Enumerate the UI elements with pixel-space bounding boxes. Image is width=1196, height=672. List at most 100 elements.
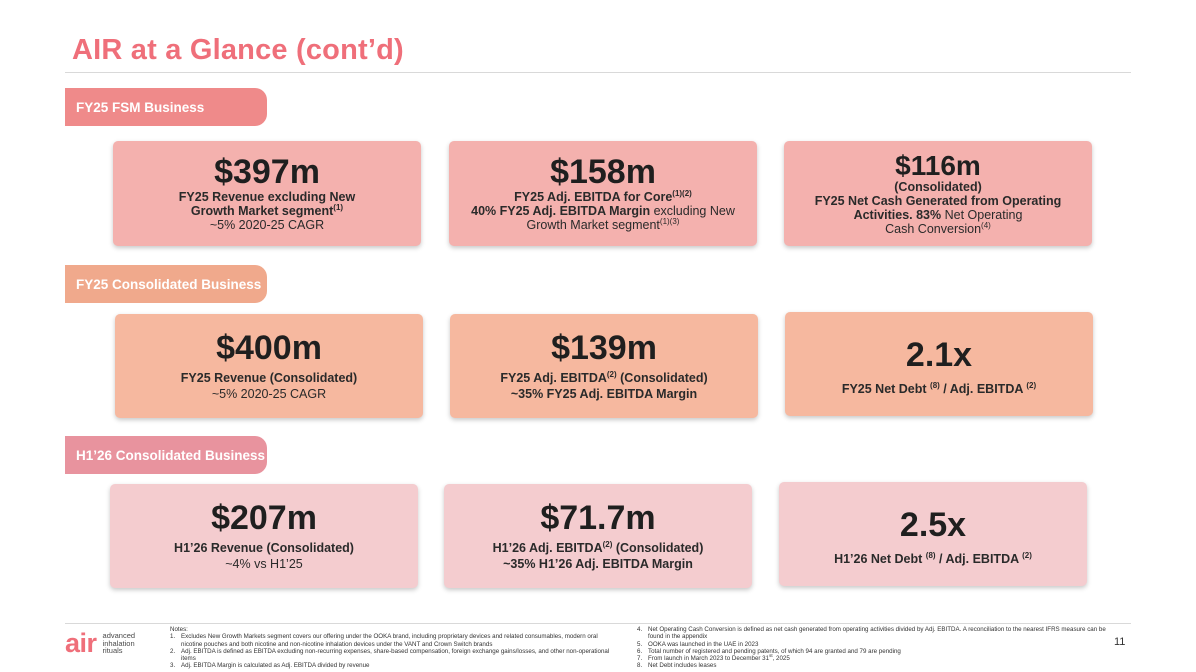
kpi-detail: ~5% 2020-25 CAGR — [211, 386, 327, 401]
kpi-card-fsm-cash: $116m (Consolidated) FY25 Net Cash Gener… — [784, 141, 1092, 246]
kpi-card-h1-ebitda: $71.7m H1’26 Adj. EBITDA(2) (Consolidate… — [444, 484, 752, 588]
kpi-label-text: / Adj. EBITDA — [935, 551, 1023, 566]
kpi-detail-bold: 40% FY25 Adj. EBITDA Margin — [471, 204, 651, 219]
kpi-label-text: FY25 Adj. EBITDA — [500, 370, 607, 385]
footnote-ref: (8) — [925, 550, 936, 560]
footnote: 3. Adj. EBITDA Margin is calculated as Ad… — [170, 662, 620, 669]
footnote-text: Excludes New Growth Markets segment cove… — [181, 633, 598, 648]
footnote-number: 7. — [637, 655, 643, 662]
footnote-number: 8. — [637, 662, 643, 670]
company-logo: air advanced inhalation rituals — [65, 630, 135, 657]
kpi-label-text: FY25 Net Debt — [841, 381, 931, 396]
kpi-label-text: Growth Market segment — [190, 204, 334, 219]
kpi-card-h1-revenue: $207m H1’26 Revenue (Consolidated) ~4% v… — [110, 484, 418, 588]
kpi-detail-line: 40% FY25 Adj. EBITDA Margin excluding Ne… — [471, 204, 735, 218]
footnote-number: 2. — [170, 647, 176, 655]
kpi-value: $139m — [551, 329, 657, 368]
kpi-label: FY25 Revenue excluding New Growth Market… — [179, 190, 355, 218]
kpi-value: $116m — [895, 149, 981, 181]
footnote: 2. Adj. EBITDA is defined as EBITDA exclu… — [170, 648, 620, 663]
kpi-label-line: Growth Market segment(1) — [179, 203, 355, 219]
kpi-card-fsm-ebitda: $158m FY25 Adj. EBITDA for Core(1)(2) 40… — [449, 141, 757, 246]
footnote-ref: (1)(3) — [659, 217, 680, 227]
kpi-detail: ~35% H1’26 Adj. EBITDA Margin — [503, 556, 693, 571]
kpi-detail: Activities. 83% Net Operating Cash Conve… — [854, 208, 1023, 236]
footnotes-left: Notes: 1. Excludes New Growth Markets seg… — [170, 626, 620, 670]
footnote-ref: (8) — [930, 380, 940, 390]
kpi-card-fsm-revenue: $397m FY25 Revenue excluding New Growth … — [113, 141, 421, 246]
footnote-text: OOKA was launched in the UAE in 2023 — [648, 640, 759, 648]
kpi-label: H1’26 Revenue (Consolidated) — [174, 540, 354, 555]
kpi-label-text: H1’26 Net Debt — [834, 551, 926, 566]
footnote-ref: (1)(2) — [672, 189, 692, 199]
section-tab-consolidated: FY25 Consolidated Business — [65, 265, 267, 303]
footnote: 6. Total number of registered and pending… — [637, 648, 1107, 655]
kpi-label-text: (Consolidated) — [616, 370, 708, 385]
kpi-detail-line: Cash Conversion(4) — [854, 221, 1023, 237]
kpi-label-text: H1’26 Adj. EBITDA — [492, 540, 603, 555]
kpi-label-text: (Consolidated) — [612, 540, 704, 555]
footnote-number: 5. — [637, 640, 643, 648]
kpi-label-line: (Consolidated) — [894, 180, 982, 195]
logo-wordmark: advanced inhalation rituals — [102, 630, 136, 656]
kpi-detail-text: excluding New — [650, 204, 735, 219]
kpi-value: 2.5x — [899, 506, 967, 545]
kpi-detail-line: Activities. 83% Net Operating — [854, 208, 1023, 222]
page-number: 11 — [1114, 636, 1126, 648]
kpi-value: $397m — [214, 152, 320, 191]
footnote-ref: (1) — [333, 203, 344, 213]
footnote-text: Adj. EBITDA is defined as EBITDA excludi… — [181, 647, 610, 662]
notes-heading: Notes: — [170, 626, 188, 633]
kpi-label: FY25 Adj. EBITDA for Core(1)(2) — [514, 189, 692, 205]
logo-mark: air — [65, 628, 97, 658]
kpi-detail-text: Growth Market segment — [526, 218, 660, 233]
kpi-detail: ~35% FY25 Adj. EBITDA Margin — [510, 386, 698, 401]
footnote-number: 4. — [637, 626, 643, 633]
footnote-text: Adj. EBITDA Margin is calculated as Adj.… — [181, 662, 370, 670]
footnote-ref: (2) — [1022, 550, 1032, 560]
kpi-label-line: FY25 Adj. EBITDA for Core(1)(2) — [514, 189, 692, 205]
footnote-number: 1. — [170, 633, 176, 641]
kpi-label-text: / Adj. EBITDA — [939, 381, 1027, 396]
footnote-text-part: From launch in March 2023 to December 31 — [648, 655, 770, 662]
footnote: 1. Excludes New Growth Markets segment co… — [170, 633, 620, 648]
logo-word: advanced — [102, 630, 136, 640]
ordinal-suffix: st — [769, 652, 773, 658]
footnote-text: Net Operating Cash Conversion is defined… — [648, 626, 1106, 641]
kpi-value: $158m — [550, 152, 656, 191]
kpi-card-consolidated-leverage: 2.1x FY25 Net Debt (8) / Adj. EBITDA (2) — [785, 312, 1093, 416]
kpi-label: H1’26 Net Debt (8) / Adj. EBITDA (2) — [834, 550, 1032, 566]
logo-word: rituals — [102, 646, 123, 656]
footnote-text: From launch in March 2023 to December 31… — [648, 652, 1107, 662]
kpi-detail-line: Growth Market segment(1)(3) — [471, 217, 735, 233]
kpi-label: (Consolidated) FY25 Net Cash Generated f… — [815, 180, 1062, 208]
kpi-detail-text: Cash Conversion — [885, 222, 982, 237]
footnote-ref: (4) — [981, 221, 991, 231]
footnote-number: 3. — [170, 662, 176, 670]
kpi-label: FY25 Adj. EBITDA(2) (Consolidated) — [500, 369, 708, 385]
footnote: 8. Net Debt includes leases — [637, 662, 1107, 669]
footnote: 7. From launch in March 2023 to December … — [637, 652, 1107, 662]
page-title: AIR at a Glance (cont’d) — [72, 34, 404, 66]
kpi-value: 2.1x — [905, 336, 973, 375]
kpi-detail: ~4% vs H1’25 — [225, 556, 303, 571]
logo-word: inhalation — [102, 638, 135, 648]
kpi-label-line: FY25 Net Cash Generated from Operating — [814, 194, 1062, 209]
footnote-ref: (2) — [606, 369, 617, 379]
kpi-card-h1-leverage: 2.5x H1’26 Net Debt (8) / Adj. EBITDA (2… — [779, 482, 1087, 586]
kpi-detail: 40% FY25 Adj. EBITDA Margin excluding Ne… — [471, 204, 735, 232]
footnote-text: Total number of registered and pending p… — [648, 647, 901, 655]
kpi-label: H1’26 Adj. EBITDA(2) (Consolidated) — [492, 539, 704, 555]
kpi-detail: ~5% 2020-25 CAGR — [209, 218, 325, 233]
kpi-label-line: FY25 Revenue excluding New — [178, 190, 356, 205]
footnote-number: 6. — [637, 647, 643, 655]
kpi-card-consolidated-ebitda: $139m FY25 Adj. EBITDA(2) (Consolidated)… — [450, 314, 758, 418]
footnote: 5. OOKA was launched in the UAE in 2023 — [637, 641, 1107, 648]
kpi-label-text: FY25 Adj. EBITDA for Core — [514, 190, 673, 205]
section-tab-fsm: FY25 FSM Business — [65, 88, 267, 126]
kpi-card-consolidated-revenue: $400m FY25 Revenue (Consolidated) ~5% 20… — [115, 314, 423, 418]
kpi-detail-text: Net Operating — [941, 208, 1023, 223]
kpi-detail-bold: Activities. 83% — [853, 208, 942, 223]
kpi-value: $71.7m — [540, 499, 656, 538]
footnote-ref: (2) — [602, 539, 613, 549]
